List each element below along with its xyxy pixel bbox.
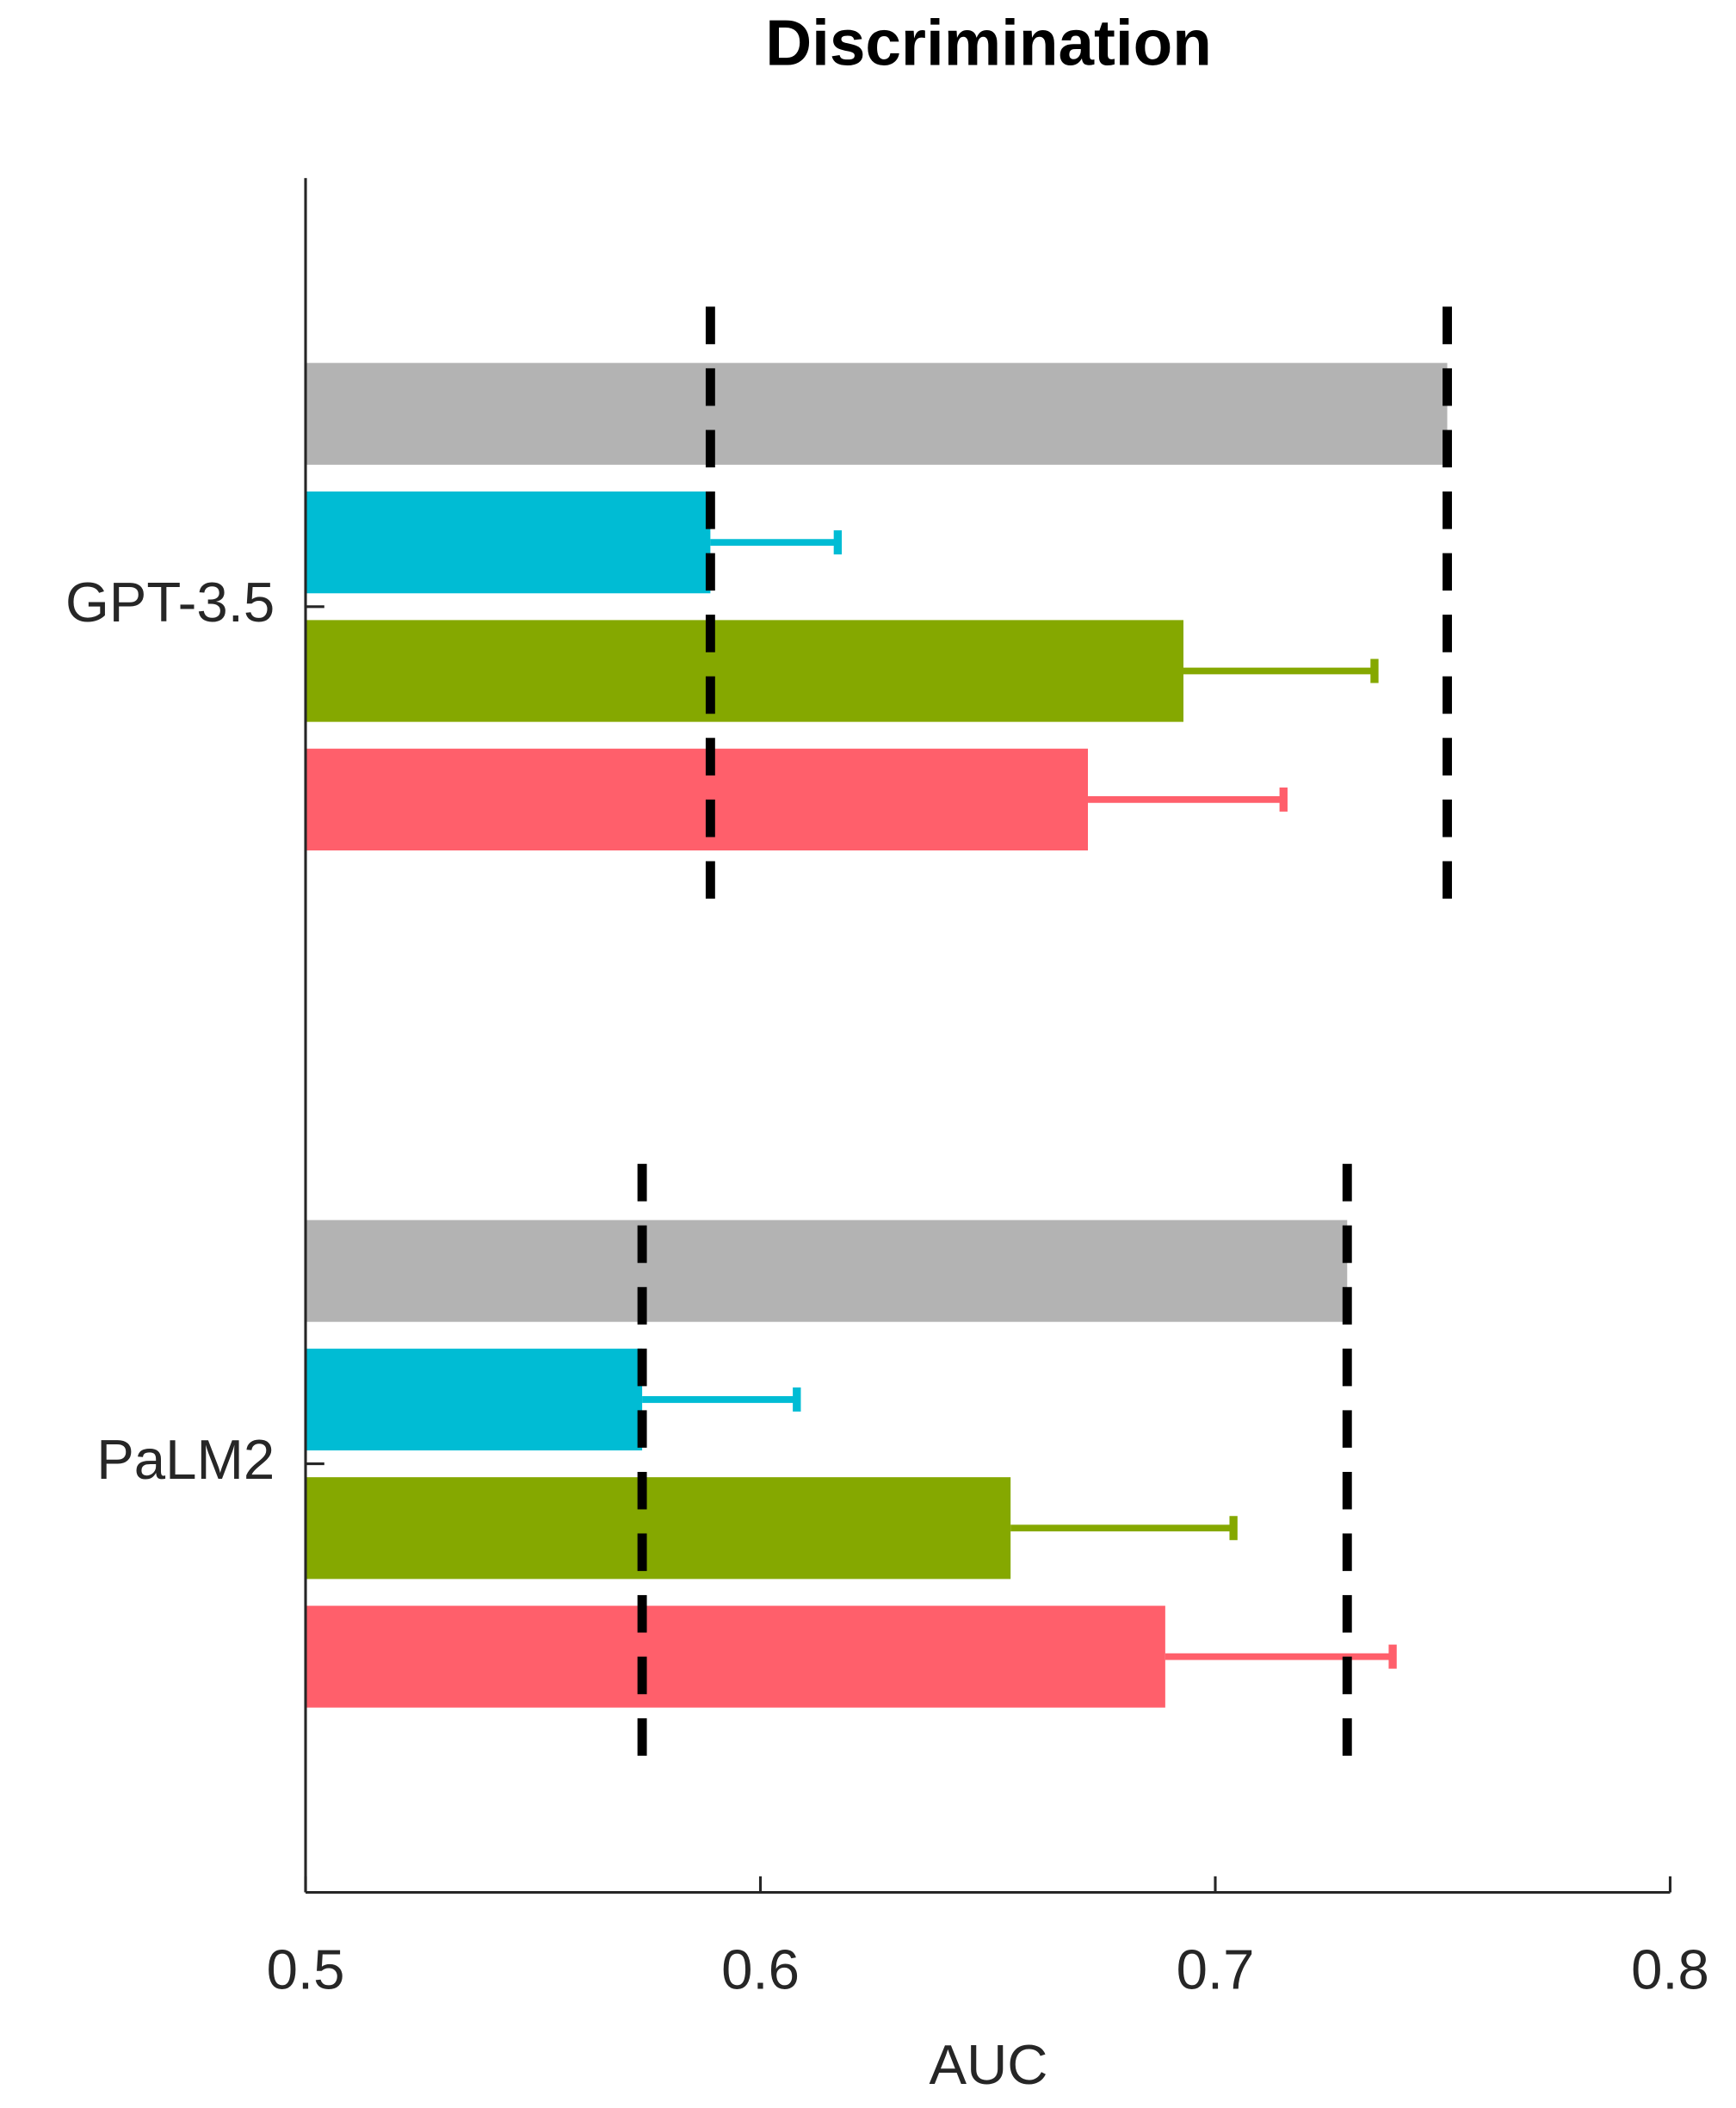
bar — [306, 1220, 1348, 1322]
x-tick-label: 0.6 — [721, 1938, 800, 2001]
bar — [306, 748, 1089, 851]
x-tick-label: 0.7 — [1177, 1938, 1255, 2001]
x-tick-label: 0.8 — [1631, 1938, 1709, 2001]
bar — [306, 362, 1448, 465]
chart-title: Discrimination — [765, 7, 1212, 79]
bar — [306, 1605, 1165, 1708]
bar — [306, 1477, 1011, 1579]
bar — [306, 620, 1184, 722]
x-tick-label: 0.5 — [267, 1938, 345, 2001]
y-tick-label: GPT-3.5 — [65, 571, 275, 634]
y-tick-label: PaLM2 — [96, 1428, 275, 1491]
bar — [306, 491, 711, 594]
x-axis-label: AUC — [930, 2033, 1048, 2096]
bar — [306, 1348, 643, 1451]
